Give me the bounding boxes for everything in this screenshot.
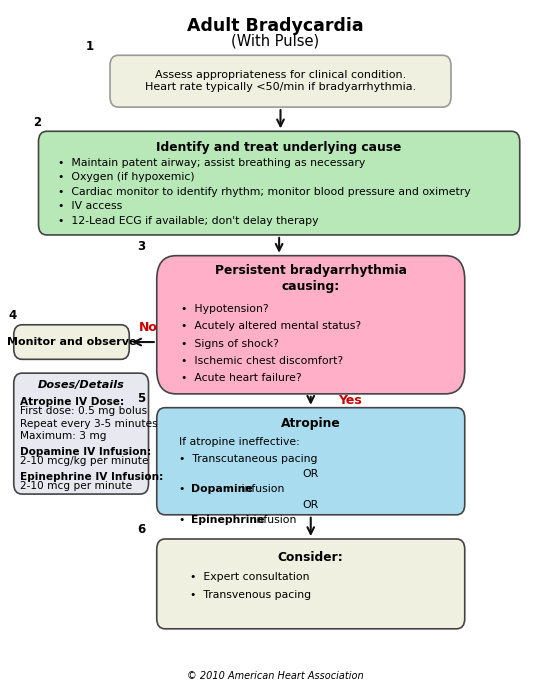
FancyBboxPatch shape [39, 131, 520, 235]
Text: •: • [179, 484, 192, 494]
Text: •  Transvenous pacing: • Transvenous pacing [190, 590, 311, 600]
Text: OR: OR [302, 469, 319, 479]
Text: •  Maintain patent airway; assist breathing as necessary: • Maintain patent airway; assist breathi… [58, 158, 365, 167]
Text: 5: 5 [138, 392, 146, 405]
Text: Dopamine: Dopamine [191, 484, 252, 494]
Text: •  Signs of shock?: • Signs of shock? [182, 339, 279, 348]
FancyBboxPatch shape [157, 408, 465, 515]
Text: Atropine: Atropine [281, 417, 340, 430]
Text: Yes: Yes [338, 395, 362, 407]
Text: infusion: infusion [250, 515, 296, 524]
Text: •  Hypotension?: • Hypotension? [182, 304, 269, 314]
Text: No: No [139, 321, 158, 334]
FancyBboxPatch shape [14, 325, 129, 359]
Text: First dose: 0.5 mg bolus: First dose: 0.5 mg bolus [20, 406, 147, 416]
Text: •  Transcutaneous pacing: • Transcutaneous pacing [179, 454, 317, 464]
Text: Persistent bradyarrhythmia
causing:: Persistent bradyarrhythmia causing: [214, 264, 407, 293]
FancyBboxPatch shape [157, 256, 465, 394]
Text: Monitor and observe: Monitor and observe [7, 337, 136, 347]
Text: 1: 1 [85, 39, 94, 53]
FancyBboxPatch shape [14, 373, 148, 494]
Text: infusion: infusion [238, 484, 284, 494]
Text: 6: 6 [138, 523, 146, 536]
Text: If atropine ineffective:: If atropine ineffective: [179, 437, 300, 446]
Text: OR: OR [302, 500, 319, 509]
Text: 2-10 mcg per minute: 2-10 mcg per minute [20, 481, 133, 491]
Text: Dopamine IV Infusion:: Dopamine IV Infusion: [20, 447, 152, 457]
Text: 3: 3 [138, 240, 146, 253]
Text: Consider:: Consider: [278, 551, 344, 565]
Text: •  Acutely altered mental status?: • Acutely altered mental status? [182, 321, 362, 331]
Text: •  Ischemic chest discomfort?: • Ischemic chest discomfort? [182, 356, 344, 366]
Text: Adult Bradycardia: Adult Bradycardia [186, 17, 364, 35]
FancyBboxPatch shape [110, 55, 451, 107]
Text: 4: 4 [8, 309, 16, 322]
Text: •  12-Lead ECG if available; don't delay therapy: • 12-Lead ECG if available; don't delay … [58, 216, 318, 225]
Text: Doses/Details: Doses/Details [38, 380, 124, 390]
Text: Maximum: 3 mg: Maximum: 3 mg [20, 431, 107, 441]
Text: •  Expert consultation: • Expert consultation [190, 572, 309, 582]
Text: 2-10 mcg/kg per minute: 2-10 mcg/kg per minute [20, 456, 149, 466]
Text: •: • [179, 515, 192, 524]
Text: Atropine IV Dose:: Atropine IV Dose: [20, 397, 125, 407]
Text: Assess appropriateness for clinical condition.
Heart rate typically <50/min if b: Assess appropriateness for clinical cond… [145, 70, 416, 92]
Text: 2: 2 [33, 115, 41, 129]
Text: Epinephrine: Epinephrine [191, 515, 265, 524]
Text: •  Oxygen (if hypoxemic): • Oxygen (if hypoxemic) [58, 172, 194, 182]
Text: •  Cardiac monitor to identify rhythm; monitor blood pressure and oximetry: • Cardiac monitor to identify rhythm; mo… [58, 187, 470, 196]
Text: •  IV access: • IV access [58, 201, 122, 211]
Text: Repeat every 3-5 minutes: Repeat every 3-5 minutes [20, 419, 158, 428]
Text: •  Acute heart failure?: • Acute heart failure? [182, 373, 302, 383]
Text: (With Pulse): (With Pulse) [231, 33, 319, 48]
Text: Identify and treat underlying cause: Identify and treat underlying cause [156, 141, 402, 154]
Text: © 2010 American Heart Association: © 2010 American Heart Association [186, 671, 364, 681]
FancyBboxPatch shape [157, 539, 465, 629]
Text: Epinephrine IV Infusion:: Epinephrine IV Infusion: [20, 472, 164, 482]
